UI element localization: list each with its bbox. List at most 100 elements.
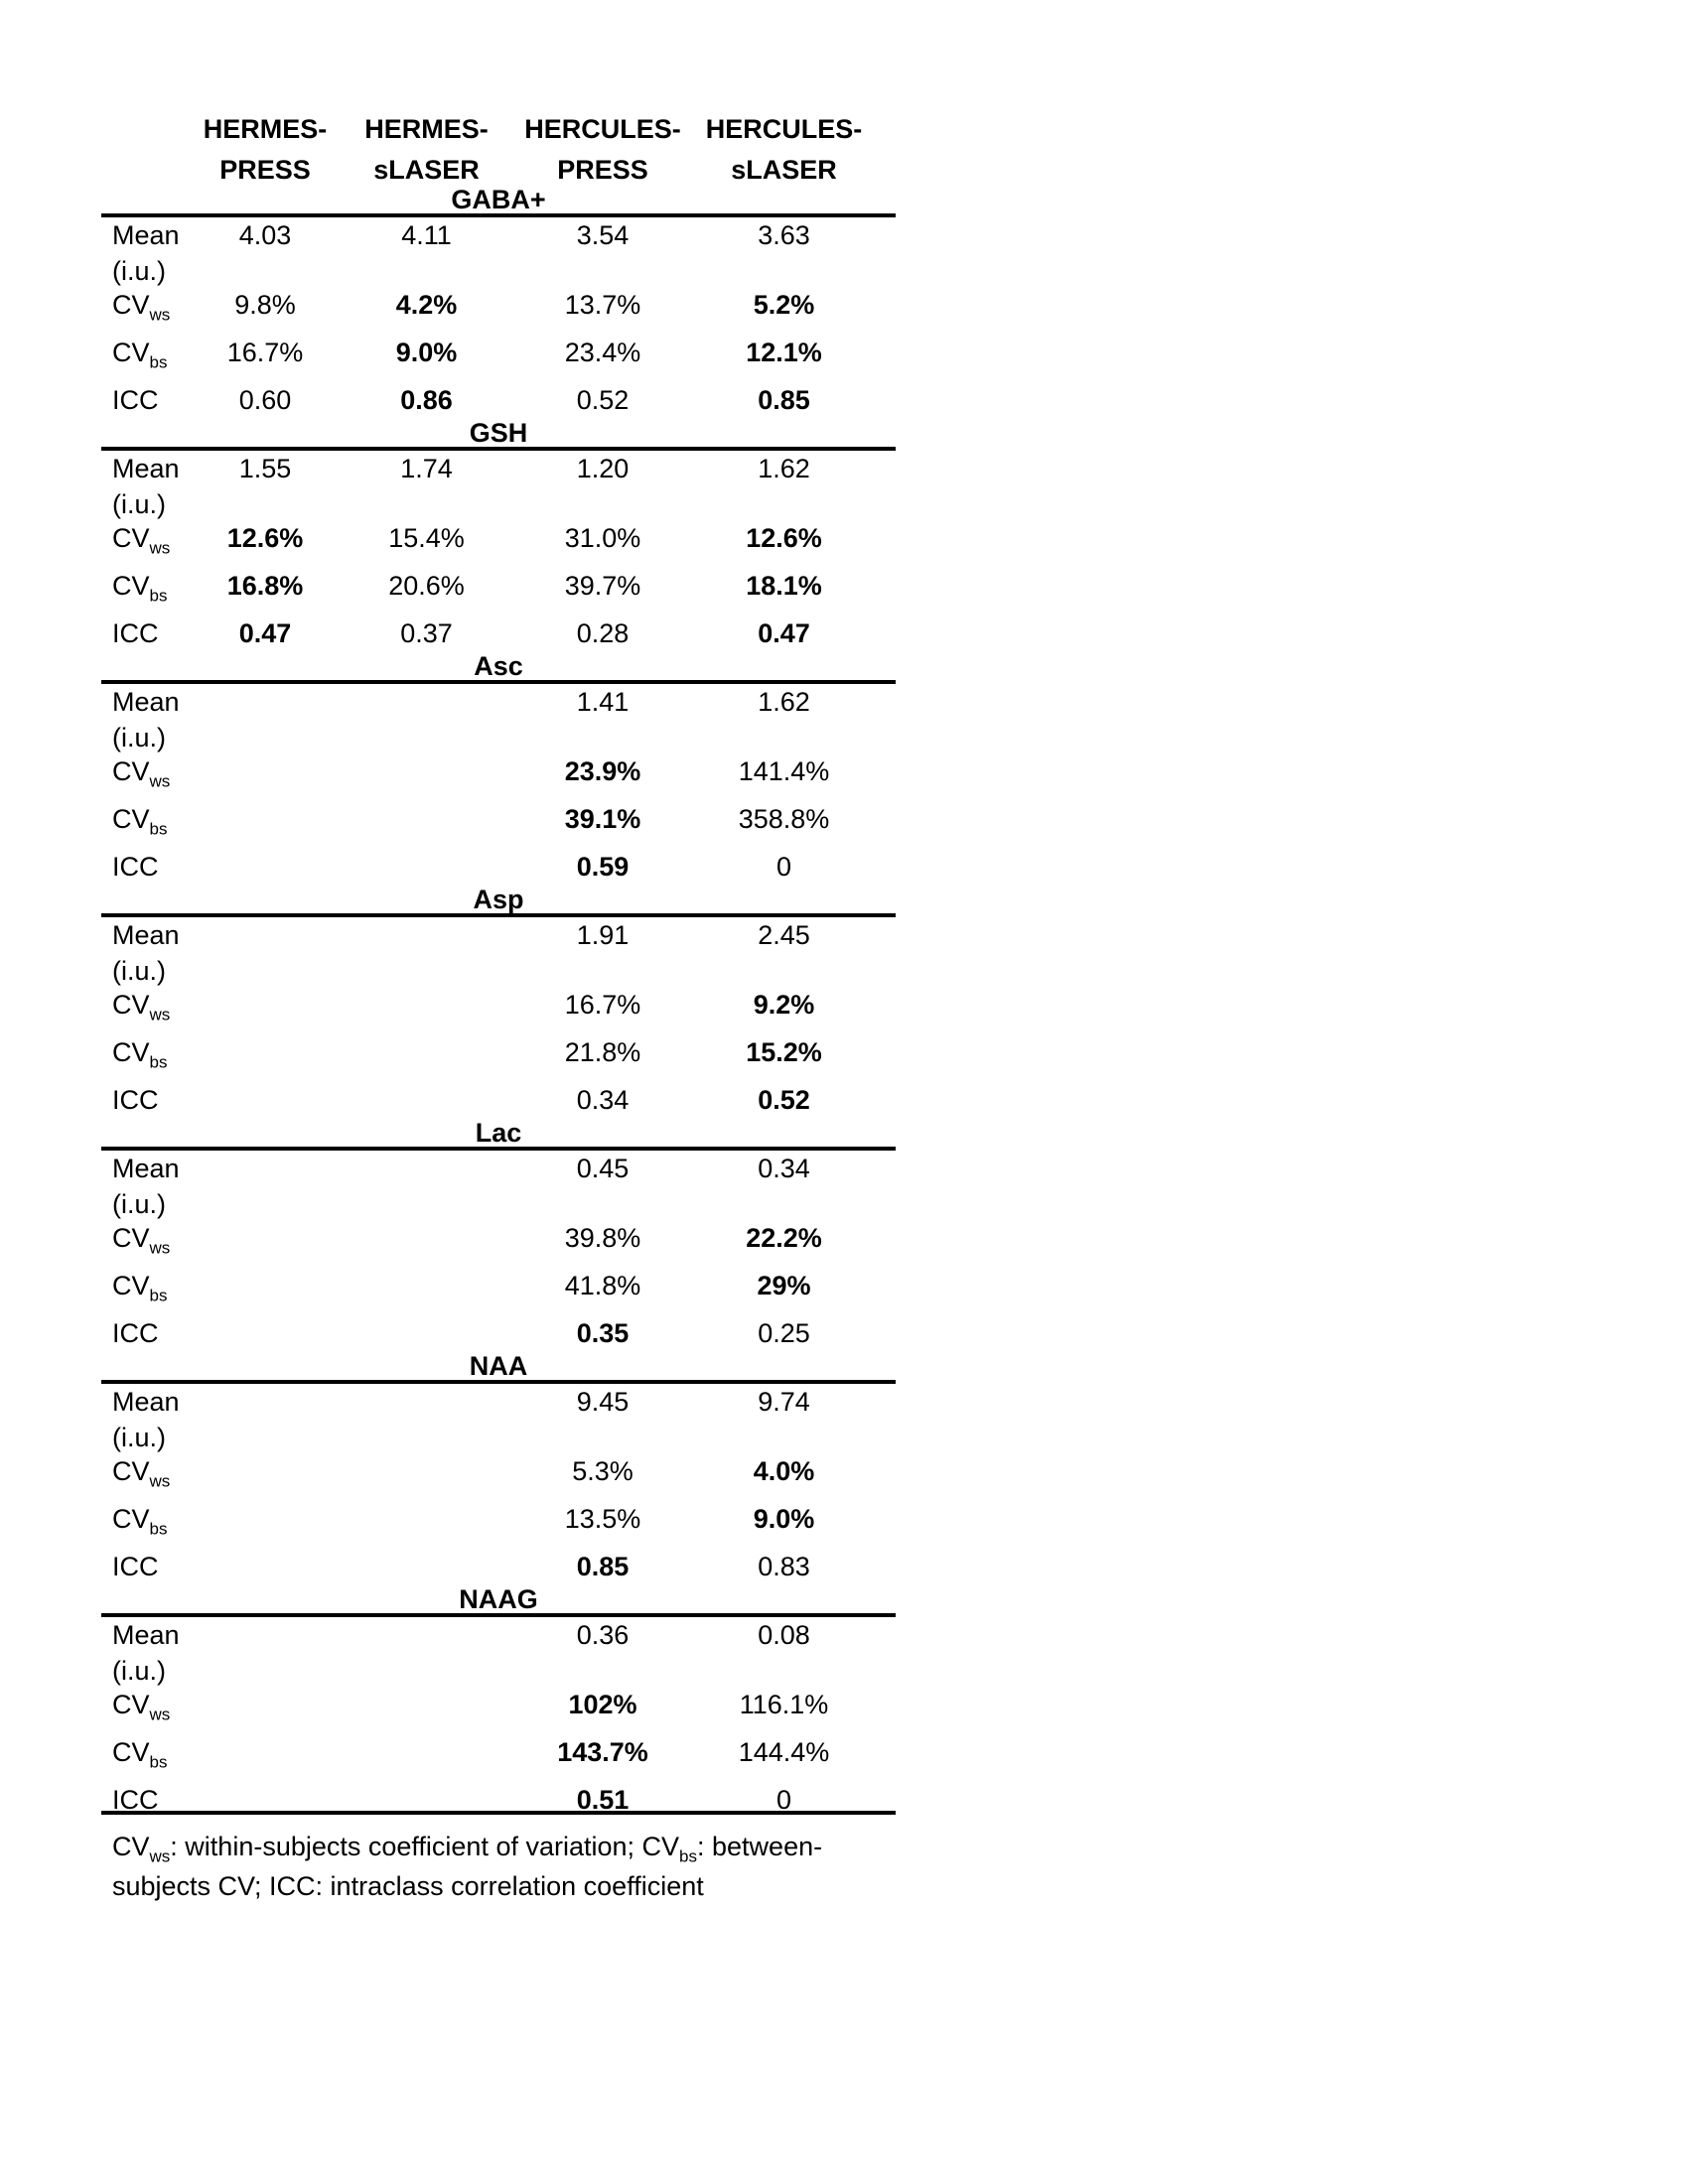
- metabolite-section: GABA+ Mean (i.u.) 4.03 4.11 3.54 3.63 CVws 9.8%…: [101, 187, 896, 432]
- cell-GSH-cvws-col1: 12.6%: [226, 523, 304, 553]
- cell-NAAG-cvbs-col4: 144.4%: [738, 1737, 830, 1767]
- row-label-subscript: ws: [149, 305, 171, 325]
- row-label-text: CV: [112, 804, 150, 834]
- row-label-cvbs: CVbs: [101, 1270, 191, 1317]
- cell-GABA+-mean-col4: 3.63: [758, 220, 810, 250]
- section-rule: [101, 447, 896, 451]
- row-label-text: CV: [112, 571, 150, 601]
- cell-Asc-cvbs-col3: 39.1%: [564, 804, 641, 834]
- row-label-subscript: bs: [149, 586, 168, 606]
- row-label-subscript: ws: [149, 1705, 171, 1724]
- footnote-cvbs-subscript: bs: [679, 1846, 698, 1866]
- cell-GSH-cvbs-col1: 16.8%: [226, 571, 304, 601]
- row-label-line: Mean: [112, 1387, 180, 1417]
- cell-NAA-cvws-col1: [191, 1455, 340, 1503]
- header-row: HERMES- PRESS HERMES- sLASER HERCULES- P…: [101, 109, 876, 191]
- cell-NAA-cvbs-col2: [340, 1503, 513, 1551]
- cell-NAA-cvbs-col4: 9.0%: [753, 1504, 815, 1534]
- cell-GABA+-cvws-col2: 4.2%: [395, 290, 458, 320]
- table-row: CVbs 41.8% 29%: [101, 1270, 876, 1317]
- row-label-icc: ICC: [101, 1784, 191, 1832]
- cell-Asc-icc-col4: 0: [775, 852, 792, 882]
- cell-NAAG-cvbs-col3: 143.7%: [557, 1737, 648, 1767]
- row-label-mean: Mean (i.u.): [101, 1617, 191, 1689]
- cell-GSH-cvws-col2: 15.4%: [388, 523, 465, 553]
- cell-NAA-cvbs-col1: [191, 1503, 340, 1551]
- cell-Asc-mean-col1: [191, 684, 340, 755]
- row-label-subscript: bs: [149, 1752, 168, 1772]
- cell-Asc-cvbs-col4: 358.8%: [738, 804, 830, 834]
- row-label-icc: ICC: [101, 617, 191, 665]
- row-label-subscript: ws: [149, 538, 171, 558]
- cell-GSH-cvbs-col4: 18.1%: [746, 571, 822, 601]
- cell-Asc-cvws-col1: [191, 755, 340, 803]
- cell-GSH-mean-col4: 1.62: [758, 454, 810, 483]
- cell-NAA-mean-col3: 9.45: [576, 1387, 630, 1417]
- row-label-cvws: CVws: [101, 289, 191, 337]
- table-row: Mean (i.u.) 4.03 4.11 3.54 3.63: [101, 217, 876, 289]
- row-label-line: Mean: [112, 687, 180, 717]
- row-label-line: Mean: [112, 1154, 180, 1183]
- table-row: ICC 0.59 0: [101, 851, 876, 898]
- row-label-cvws: CVws: [101, 1689, 191, 1736]
- cell-NAA-icc-col3: 0.85: [576, 1552, 630, 1581]
- row-label-line: (i.u.): [112, 1423, 166, 1452]
- row-label-line: Mean: [112, 1620, 180, 1650]
- row-label-line: (i.u.): [112, 1656, 166, 1686]
- cell-GSH-cvbs-col2: 20.6%: [388, 571, 465, 601]
- cell-Asp-cvws-col4: 9.2%: [753, 990, 815, 1020]
- cell-Lac-mean-col4: 0.34: [758, 1154, 810, 1183]
- cell-GSH-cvws-col3: 31.0%: [564, 523, 641, 553]
- row-label-text: ICC: [112, 1318, 159, 1348]
- cell-GABA+-cvbs-col1: 16.7%: [226, 338, 304, 367]
- row-label-cvbs: CVbs: [101, 1036, 191, 1084]
- cell-Lac-mean-col3: 0.45: [576, 1154, 630, 1183]
- cell-Lac-cvbs-col3: 41.8%: [564, 1271, 641, 1300]
- row-label-text: ICC: [112, 1785, 159, 1815]
- section-rows: Mean (i.u.) 9.45 9.74 CVws 5.3% 4.0% CVbs 13.5% 9…: [101, 1384, 876, 1598]
- table-row: ICC 0.60 0.86 0.52 0.85: [101, 384, 876, 432]
- cell-Asp-mean-col4: 2.45: [758, 920, 810, 950]
- cell-GSH-icc-col3: 0.28: [576, 618, 630, 648]
- row-label-line: (i.u.): [112, 256, 166, 286]
- row-label-subscript: ws: [149, 1238, 171, 1258]
- cell-NAAG-icc-col3: 0.51: [576, 1785, 630, 1815]
- cell-Asc-cvbs-col2: [340, 803, 513, 851]
- section-rows: Mean (i.u.) 1.91 2.45 CVws 16.7% 9.2% CVbs 21.8%…: [101, 917, 876, 1132]
- cell-Lac-mean-col1: [191, 1151, 340, 1222]
- row-label-text: CV: [112, 1223, 150, 1253]
- cell-Asp-icc-col4: 0.52: [758, 1085, 810, 1115]
- cell-NAAG-icc-col2: [340, 1784, 513, 1832]
- header-line: HERMES-: [203, 114, 328, 144]
- cell-NAAG-mean-col1: [191, 1617, 340, 1689]
- cell-Lac-cvbs-col1: [191, 1270, 340, 1317]
- row-label-text: CV: [112, 990, 150, 1020]
- cell-GABA+-mean-col2: 4.11: [401, 220, 452, 250]
- row-label-line: (i.u.): [112, 956, 166, 986]
- header-line: HERCULES-: [524, 114, 681, 144]
- column-header-hermes-press: HERMES- PRESS: [191, 109, 340, 191]
- cell-GABA+-cvbs-col4: 12.1%: [746, 338, 822, 367]
- cell-NAAG-cvws-col1: [191, 1689, 340, 1736]
- table-row: CVws 16.7% 9.2%: [101, 989, 876, 1036]
- row-label-line: Mean: [112, 454, 180, 483]
- cell-GABA+-icc-col4: 0.85: [758, 385, 810, 415]
- cell-Lac-mean-col2: [340, 1151, 513, 1222]
- footnote-cvbs-label: CV: [641, 1832, 680, 1861]
- section-rows: Mean (i.u.) 0.45 0.34 CVws 39.8% 22.2% CVbs 41.8…: [101, 1151, 876, 1365]
- section-rule: [101, 680, 896, 684]
- row-label-subscript: bs: [149, 1286, 168, 1305]
- cell-Asc-mean-col2: [340, 684, 513, 755]
- cell-Asp-mean-col1: [191, 917, 340, 989]
- cell-NAAG-cvbs-col2: [340, 1736, 513, 1784]
- table-row: ICC 0.34 0.52: [101, 1084, 876, 1132]
- section-title: NAAG: [459, 1584, 538, 1614]
- section-rule: [101, 1147, 896, 1151]
- row-label-icc: ICC: [101, 1084, 191, 1132]
- row-label-mean: Mean (i.u.): [101, 217, 191, 289]
- cell-NAA-cvws-col4: 4.0%: [753, 1456, 815, 1486]
- table-row: ICC 0.85 0.83: [101, 1551, 876, 1598]
- table-row: CVbs 39.1% 358.8%: [101, 803, 876, 851]
- row-label-subscript: bs: [149, 352, 168, 372]
- row-label-text: ICC: [112, 385, 159, 415]
